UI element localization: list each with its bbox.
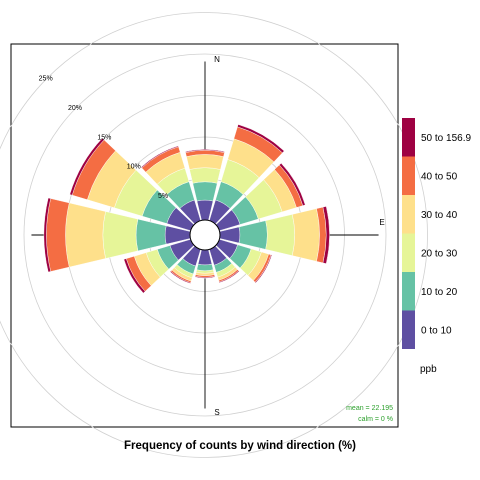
wedge-dir60-bin6 [279, 162, 306, 206]
wedge-dir90-bin3 [265, 214, 295, 256]
compass-label-e: E [379, 218, 384, 227]
mean-annotation: mean = 22.195 [346, 405, 393, 412]
center-hole [189, 219, 221, 251]
wedge-dir0-bin3 [189, 167, 221, 184]
legend-swatch-1 [402, 310, 415, 349]
wedge-layer [43, 124, 330, 294]
grid-circle-4 [23, 53, 387, 417]
legend-swatch-2 [402, 272, 415, 311]
radial-tick-label-1: 5% [158, 193, 168, 200]
wedge-dir150-bin6 [218, 270, 240, 284]
wedge-dir270-bin4 [65, 202, 106, 268]
wedge-dir0-bin6 [185, 149, 225, 153]
wedge-dir210-bin6 [169, 271, 191, 284]
wedge-dir240-bin6 [123, 258, 146, 294]
legend-swatch-5 [402, 156, 415, 195]
legend-title: ppb [420, 364, 437, 375]
wedge-dir180-bin6 [194, 276, 216, 279]
legend-label-2: 10 to 20 [421, 287, 458, 298]
legend: 0 to 10 10 to 20 20 to 30 30 to 40 40 to 50 5… [402, 118, 471, 349]
wedge-dir300-bin6 [69, 137, 105, 196]
wedge-dir90-bin6 [322, 206, 330, 264]
wedge-dir270-bin3 [102, 211, 139, 259]
wedge-dir90-bin4 [292, 208, 320, 262]
calm-annotation: calm = 0 % [358, 416, 393, 423]
radial-tick-label-4: 20% [68, 105, 82, 112]
wedge-dir30-bin6 [237, 124, 285, 154]
compass-label-s: S [214, 408, 219, 417]
chart-title: Frequency of counts by wind direction (%… [124, 440, 356, 452]
wedge-dir0-bin4 [186, 154, 224, 170]
legend-label-1: 0 to 10 [421, 325, 452, 336]
legend-label-3: 20 to 30 [421, 248, 458, 259]
wedge-dir270-bin6 [43, 197, 51, 273]
wedge-dir330-bin6 [140, 145, 179, 169]
compass-label-n: N [214, 55, 220, 64]
legend-label-4: 30 to 40 [421, 210, 458, 221]
grid-circle-5 [0, 12, 428, 458]
wedge-dir120-bin6 [254, 254, 273, 284]
wedge-dir180-bin2 [196, 263, 214, 271]
legend-swatch-6 [402, 118, 415, 157]
legend-swatch-4 [402, 195, 415, 234]
radial-tick-label-2: 10% [127, 164, 141, 171]
tick-label-layer: 5% 10% 15% 20% 25% [39, 76, 168, 200]
legend-label-5: 40 to 50 [421, 171, 458, 182]
radial-tick-label-3: 15% [97, 134, 111, 141]
legend-label-6: 50 to 156.9 [421, 133, 471, 144]
radial-tick-label-5: 25% [39, 76, 53, 83]
legend-swatch-3 [402, 233, 415, 272]
wedge-dir0-bin2 [192, 181, 218, 202]
